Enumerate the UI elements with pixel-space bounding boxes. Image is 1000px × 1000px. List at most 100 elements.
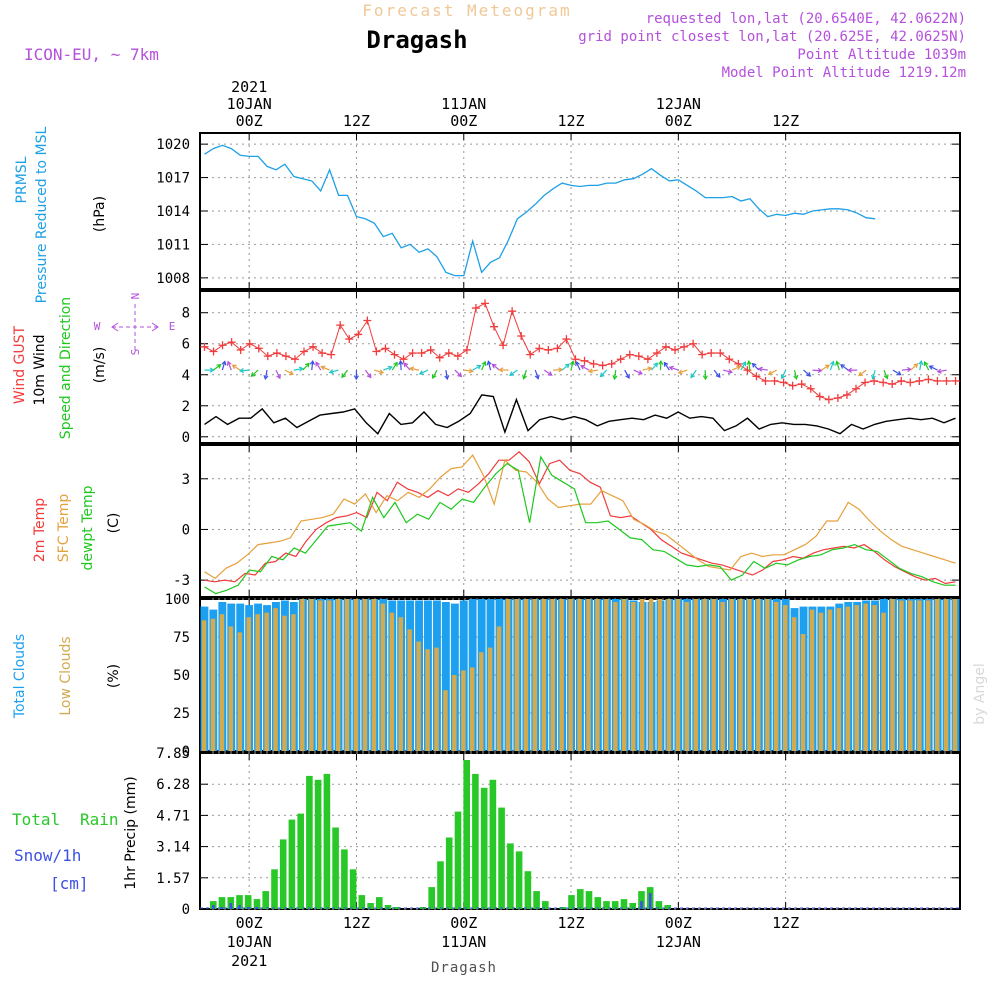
y-tick-label: 8	[182, 306, 190, 322]
grid-point-coords: grid point closest lon,lat (20.625E, 42.…	[578, 29, 966, 45]
panel-frame-2	[199, 444, 961, 598]
low-cloud-bar	[908, 600, 913, 751]
wind-direction-arrow	[284, 369, 294, 375]
low-cloud-bar	[425, 649, 430, 751]
low-cloud-bar	[487, 647, 493, 751]
gust-marker	[327, 350, 336, 359]
bottom-time-label: 00Z	[236, 914, 263, 932]
low-cloud-bar	[702, 599, 707, 751]
gust-marker	[671, 345, 680, 354]
gust-marker	[227, 338, 236, 347]
temp-line-2	[204, 455, 956, 595]
wind-direction-arrow	[651, 362, 658, 371]
gust-marker	[589, 359, 598, 368]
low-cloud-bar	[300, 599, 305, 751]
y-tick-label: 7.85	[156, 746, 190, 762]
rain-bar	[498, 807, 505, 909]
label-ms: (m/s)	[92, 347, 108, 384]
low-cloud-bar	[675, 599, 681, 751]
wind-arrow-head	[239, 368, 245, 374]
wind-arrow-head	[746, 360, 752, 366]
y-tick-label: 1.57	[156, 871, 190, 887]
top-time-label: 11JAN	[441, 95, 486, 113]
wind-direction-arrow	[374, 369, 384, 374]
low-cloud-bar	[452, 675, 457, 751]
gust-marker	[526, 350, 535, 359]
wind-direction-arrow	[872, 369, 876, 379]
location-title: Dragash	[366, 26, 467, 54]
rain-bar	[507, 843, 514, 909]
label-2m-temp: 2m Temp	[32, 498, 48, 562]
wind-direction-arrow	[642, 367, 652, 371]
low-cloud-bar	[765, 599, 770, 751]
wind-direction-arrow	[901, 368, 911, 371]
gust-line	[204, 302, 956, 401]
rain-bar	[568, 895, 575, 909]
rain-bar	[611, 901, 619, 909]
rain-bar	[472, 773, 479, 909]
gust-marker	[607, 359, 616, 368]
wind-speed-line	[204, 394, 956, 435]
gust-marker	[571, 355, 580, 364]
low-cloud-bar	[532, 599, 538, 751]
y-tick-label: 1011	[156, 237, 190, 253]
wind-arrow-head	[824, 364, 830, 370]
rain-bar	[306, 775, 313, 909]
y-tick-label: 100	[165, 592, 190, 608]
gust-marker	[309, 342, 318, 351]
gust-marker	[408, 349, 417, 358]
wind-arrow-head	[491, 363, 497, 369]
low-cloud-bar	[353, 599, 359, 751]
wind-arrow-head	[663, 361, 669, 367]
wind-direction-arrow	[924, 361, 930, 371]
low-cloud-bar	[881, 612, 886, 751]
gust-marker	[336, 321, 345, 330]
gust-marker	[426, 345, 435, 354]
total-cloud-bar	[441, 602, 450, 751]
low-cloud-bar	[389, 612, 395, 751]
low-cloud-bar	[523, 599, 529, 751]
bottom-time-label: 00Z	[450, 914, 477, 932]
rain-bar	[524, 871, 532, 909]
rain-bar	[332, 827, 339, 909]
compass-south: S	[129, 349, 142, 356]
watermark: by Angel	[972, 663, 988, 724]
wind-direction-arrow	[821, 364, 830, 371]
rain-bar	[262, 891, 269, 909]
top-time-label: 12JAN	[656, 95, 701, 113]
rain-bar	[297, 813, 304, 909]
wind-arrow-head	[226, 360, 232, 366]
wind-direction-arrow	[383, 366, 392, 371]
bottom-time-label: 12JAN	[656, 933, 701, 951]
rain-bar	[577, 889, 584, 909]
wind-direction-arrow	[445, 370, 448, 380]
label-pressure-msl: Pressure Reduced to MSL	[34, 126, 50, 303]
rain-bar	[638, 891, 645, 909]
low-cloud-bar	[496, 626, 502, 751]
wind-arrow-head	[702, 375, 708, 381]
wind-direction-arrow	[781, 369, 787, 379]
gust-marker	[716, 349, 725, 358]
gust-marker	[218, 341, 227, 350]
low-cloud-bar	[219, 614, 225, 751]
wind-arrow-head	[647, 366, 653, 372]
rain-bar	[367, 903, 374, 909]
low-cloud-bar	[371, 599, 377, 751]
rain-bar	[664, 905, 671, 909]
low-cloud-bar	[380, 603, 386, 751]
gust-marker	[462, 345, 471, 354]
gust-marker	[652, 349, 661, 358]
wind-direction-arrow	[329, 369, 339, 374]
gust-marker	[689, 339, 698, 348]
wind-arrow-head	[913, 363, 919, 368]
gust-marker	[553, 344, 562, 353]
low-cloud-bar	[863, 603, 868, 751]
wind-arrow-head	[315, 361, 320, 367]
compass-east: E	[169, 320, 176, 333]
y-tick-label: 0	[182, 902, 190, 918]
model-name: ICON-EU, ~ 7km	[24, 45, 159, 64]
gust-marker	[842, 390, 851, 399]
label-wind-gust: Wind GUST	[12, 325, 28, 404]
low-cloud-bar	[845, 606, 851, 751]
bottom-time-label: 10JAN	[227, 933, 272, 951]
